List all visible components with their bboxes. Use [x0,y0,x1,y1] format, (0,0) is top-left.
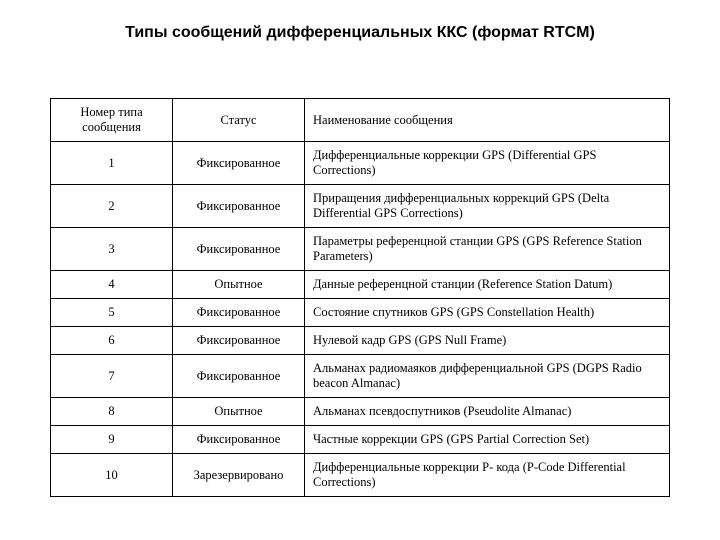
cell-name: Нулевой кадр GPS (GPS Null Frame) [305,327,670,355]
cell-number: 8 [51,398,173,426]
cell-name: Альманах радиомаяков дифференциальной GP… [305,355,670,398]
table-row: 8 Опытное Альманах псевдоспутников (Pseu… [51,398,670,426]
cell-number: 4 [51,271,173,299]
table-row: 9 Фиксированное Частные коррекции GPS (G… [51,426,670,454]
cell-status: Фиксированное [173,185,305,228]
table-row: 6 Фиксированное Нулевой кадр GPS (GPS Nu… [51,327,670,355]
cell-name: Данные референцной станции (Reference St… [305,271,670,299]
cell-name: Частные коррекции GPS (GPS Partial Corre… [305,426,670,454]
cell-name: Параметры референцной станции GPS (GPS R… [305,228,670,271]
cell-number: 6 [51,327,173,355]
cell-name: Дифференциальные коррекции P- кода (P-Co… [305,454,670,497]
table-row: 1 Фиксированное Дифференциальные коррекц… [51,142,670,185]
cell-number: 3 [51,228,173,271]
page-title: Типы сообщений дифференциальных ККС (фор… [50,24,670,42]
cell-status: Опытное [173,398,305,426]
table-row: 4 Опытное Данные референцной станции (Re… [51,271,670,299]
cell-status: Фиксированное [173,142,305,185]
cell-status: Фиксированное [173,327,305,355]
table-header-row: Номер типа сообщения Статус Наименование… [51,99,670,142]
cell-number: 9 [51,426,173,454]
cell-status: Фиксированное [173,355,305,398]
table-row: 5 Фиксированное Состояние спутников GPS … [51,299,670,327]
table-row: 7 Фиксированное Альманах радиомаяков диф… [51,355,670,398]
table-row: 3 Фиксированное Параметры референцной ст… [51,228,670,271]
col-header-status: Статус [173,99,305,142]
table-row: 10 Зарезервировано Дифференциальные корр… [51,454,670,497]
cell-number: 2 [51,185,173,228]
cell-status: Зарезервировано [173,454,305,497]
cell-status: Опытное [173,271,305,299]
col-header-name: Наименование сообщения [305,99,670,142]
cell-name: Альманах псевдоспутников (Pseudolite Alm… [305,398,670,426]
cell-number: 7 [51,355,173,398]
cell-status: Фиксированное [173,426,305,454]
cell-name: Дифференциальные коррекции GPS (Differen… [305,142,670,185]
rtcm-table: Номер типа сообщения Статус Наименование… [50,98,670,497]
cell-number: 10 [51,454,173,497]
table-row: 2 Фиксированное Приращения дифференциаль… [51,185,670,228]
col-header-number: Номер типа сообщения [51,99,173,142]
cell-status: Фиксированное [173,299,305,327]
cell-number: 5 [51,299,173,327]
cell-name: Состояние спутников GPS (GPS Constellati… [305,299,670,327]
cell-number: 1 [51,142,173,185]
cell-status: Фиксированное [173,228,305,271]
cell-name: Приращения дифференциальных коррекций GP… [305,185,670,228]
